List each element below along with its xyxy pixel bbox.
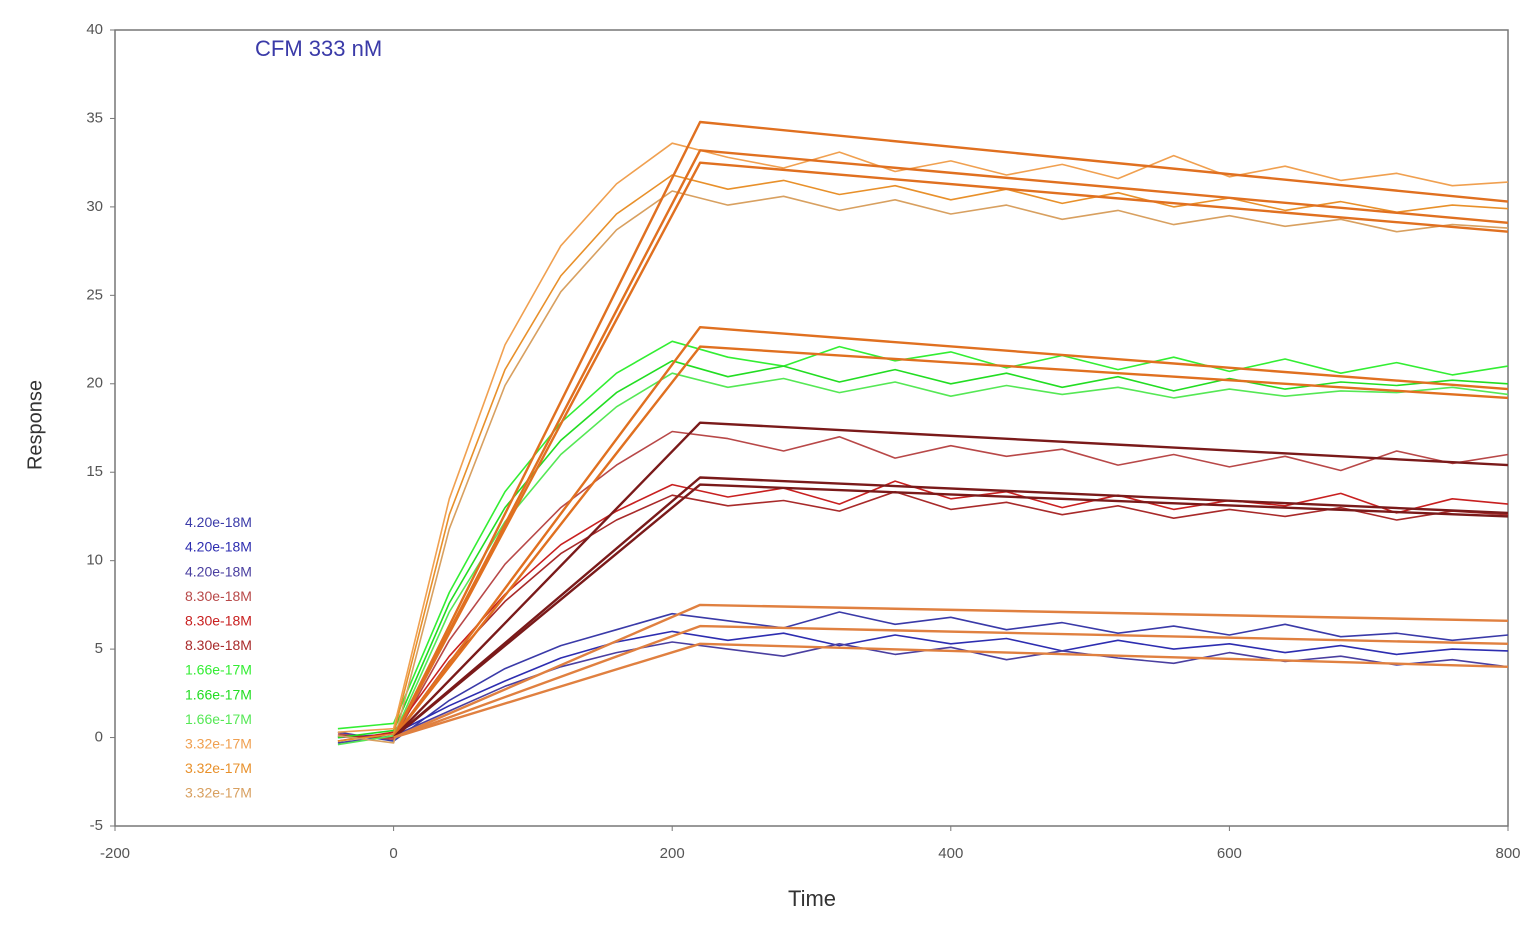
x-tick-label: 800: [1495, 845, 1520, 862]
data-trace: [337, 340, 1509, 730]
fit-line: [392, 476, 1509, 739]
y-tick-label: 25: [86, 286, 103, 303]
legend-entry: 4.20e-18M: [185, 514, 252, 530]
data-trace: [337, 630, 1509, 739]
plot-frame: [114, 29, 1509, 827]
data-trace: [337, 360, 1509, 739]
data-trace: [337, 190, 1509, 744]
fit-line: [392, 161, 1509, 739]
fit-line: [392, 149, 1509, 739]
y-tick-label: 15: [86, 463, 103, 480]
legend-entry: 1.66e-17M: [185, 711, 252, 727]
x-tick-label: 200: [660, 845, 685, 862]
chart-title: CFM 333 nM: [255, 36, 382, 61]
fit-line: [392, 483, 1509, 739]
data-trace: [337, 142, 1509, 733]
legend-entry: 8.30e-18M: [185, 613, 252, 629]
x-tick-label: 400: [938, 845, 963, 862]
y-tick-label: 20: [86, 375, 103, 392]
y-tick-label: 0: [95, 729, 103, 746]
x-tick-label: 600: [1217, 845, 1242, 862]
data-trace: [337, 641, 1509, 744]
legend-entry: 3.32e-17M: [185, 785, 252, 801]
y-tick-label: 5: [95, 640, 103, 657]
fit-line: [392, 345, 1509, 739]
y-tick-label: 35: [86, 109, 103, 126]
fit-line: [393, 642, 1509, 739]
fit-line: [392, 120, 1509, 739]
y-tick-label: 40: [86, 21, 103, 38]
data-trace: [337, 372, 1509, 746]
legend-entry: 4.20e-18M: [185, 563, 252, 579]
data-trace: [337, 430, 1509, 741]
data-trace: [337, 490, 1509, 739]
data-trace: [337, 480, 1509, 742]
y-axis-label: Response: [24, 380, 46, 470]
x-axis-label: Time: [788, 886, 836, 911]
legend-entry: 1.66e-17M: [185, 686, 252, 702]
data-trace: [337, 174, 1509, 742]
data-trace: [337, 611, 1509, 742]
legend-entry: 3.32e-17M: [185, 736, 252, 752]
fit-line: [393, 624, 1509, 739]
y-tick-label: 30: [86, 198, 103, 215]
x-tick-label: 0: [389, 845, 397, 862]
fit-line: [392, 421, 1509, 739]
legend-entry: 3.32e-17M: [185, 760, 252, 776]
fit-line: [393, 603, 1509, 739]
legend-entry: 1.66e-17M: [185, 662, 252, 678]
legend-entry: 4.20e-18M: [185, 539, 252, 555]
legend-entry: 8.30e-18M: [185, 588, 252, 604]
fit-line: [392, 326, 1509, 739]
y-tick-label: 10: [86, 552, 103, 569]
legend-entry: 8.30e-18M: [185, 637, 252, 653]
x-tick-label: -200: [100, 845, 130, 862]
y-tick-label: -5: [90, 817, 103, 834]
